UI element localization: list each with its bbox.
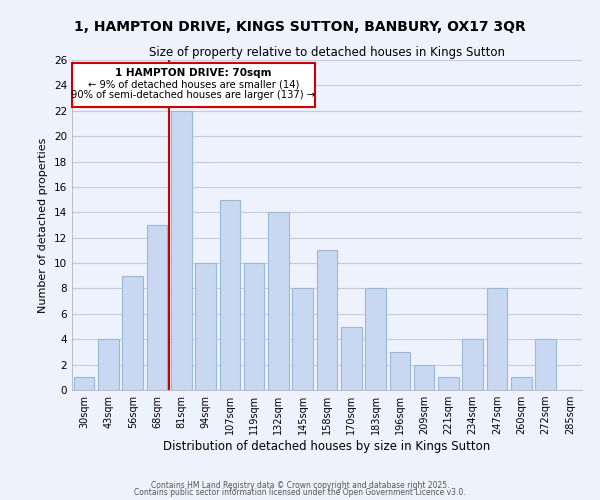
X-axis label: Distribution of detached houses by size in Kings Sutton: Distribution of detached houses by size …	[163, 440, 491, 453]
Text: 90% of semi-detached houses are larger (137) →: 90% of semi-detached houses are larger (…	[71, 90, 316, 101]
Bar	[535, 339, 556, 390]
Bar	[414, 364, 434, 390]
Bar	[438, 378, 459, 390]
Bar	[195, 263, 216, 390]
Title: Size of property relative to detached houses in Kings Sutton: Size of property relative to detached ho…	[149, 46, 505, 59]
Bar	[244, 263, 265, 390]
Bar	[268, 212, 289, 390]
Y-axis label: Number of detached properties: Number of detached properties	[38, 138, 49, 312]
Bar	[389, 352, 410, 390]
Bar	[317, 250, 337, 390]
Bar	[220, 200, 240, 390]
Bar	[511, 378, 532, 390]
Bar	[487, 288, 508, 390]
Bar	[171, 111, 191, 390]
Bar	[122, 276, 143, 390]
Text: 1 HAMPTON DRIVE: 70sqm: 1 HAMPTON DRIVE: 70sqm	[115, 68, 272, 78]
Bar	[72, 62, 315, 107]
Text: ← 9% of detached houses are smaller (14): ← 9% of detached houses are smaller (14)	[88, 79, 299, 89]
Text: Contains HM Land Registry data © Crown copyright and database right 2025.: Contains HM Land Registry data © Crown c…	[151, 480, 449, 490]
Bar	[146, 225, 167, 390]
Bar	[365, 288, 386, 390]
Bar	[463, 339, 483, 390]
Text: Contains public sector information licensed under the Open Government Licence v3: Contains public sector information licen…	[134, 488, 466, 497]
Bar	[98, 339, 119, 390]
Text: 1, HAMPTON DRIVE, KINGS SUTTON, BANBURY, OX17 3QR: 1, HAMPTON DRIVE, KINGS SUTTON, BANBURY,…	[74, 20, 526, 34]
Bar	[74, 378, 94, 390]
Bar	[292, 288, 313, 390]
Bar	[341, 326, 362, 390]
